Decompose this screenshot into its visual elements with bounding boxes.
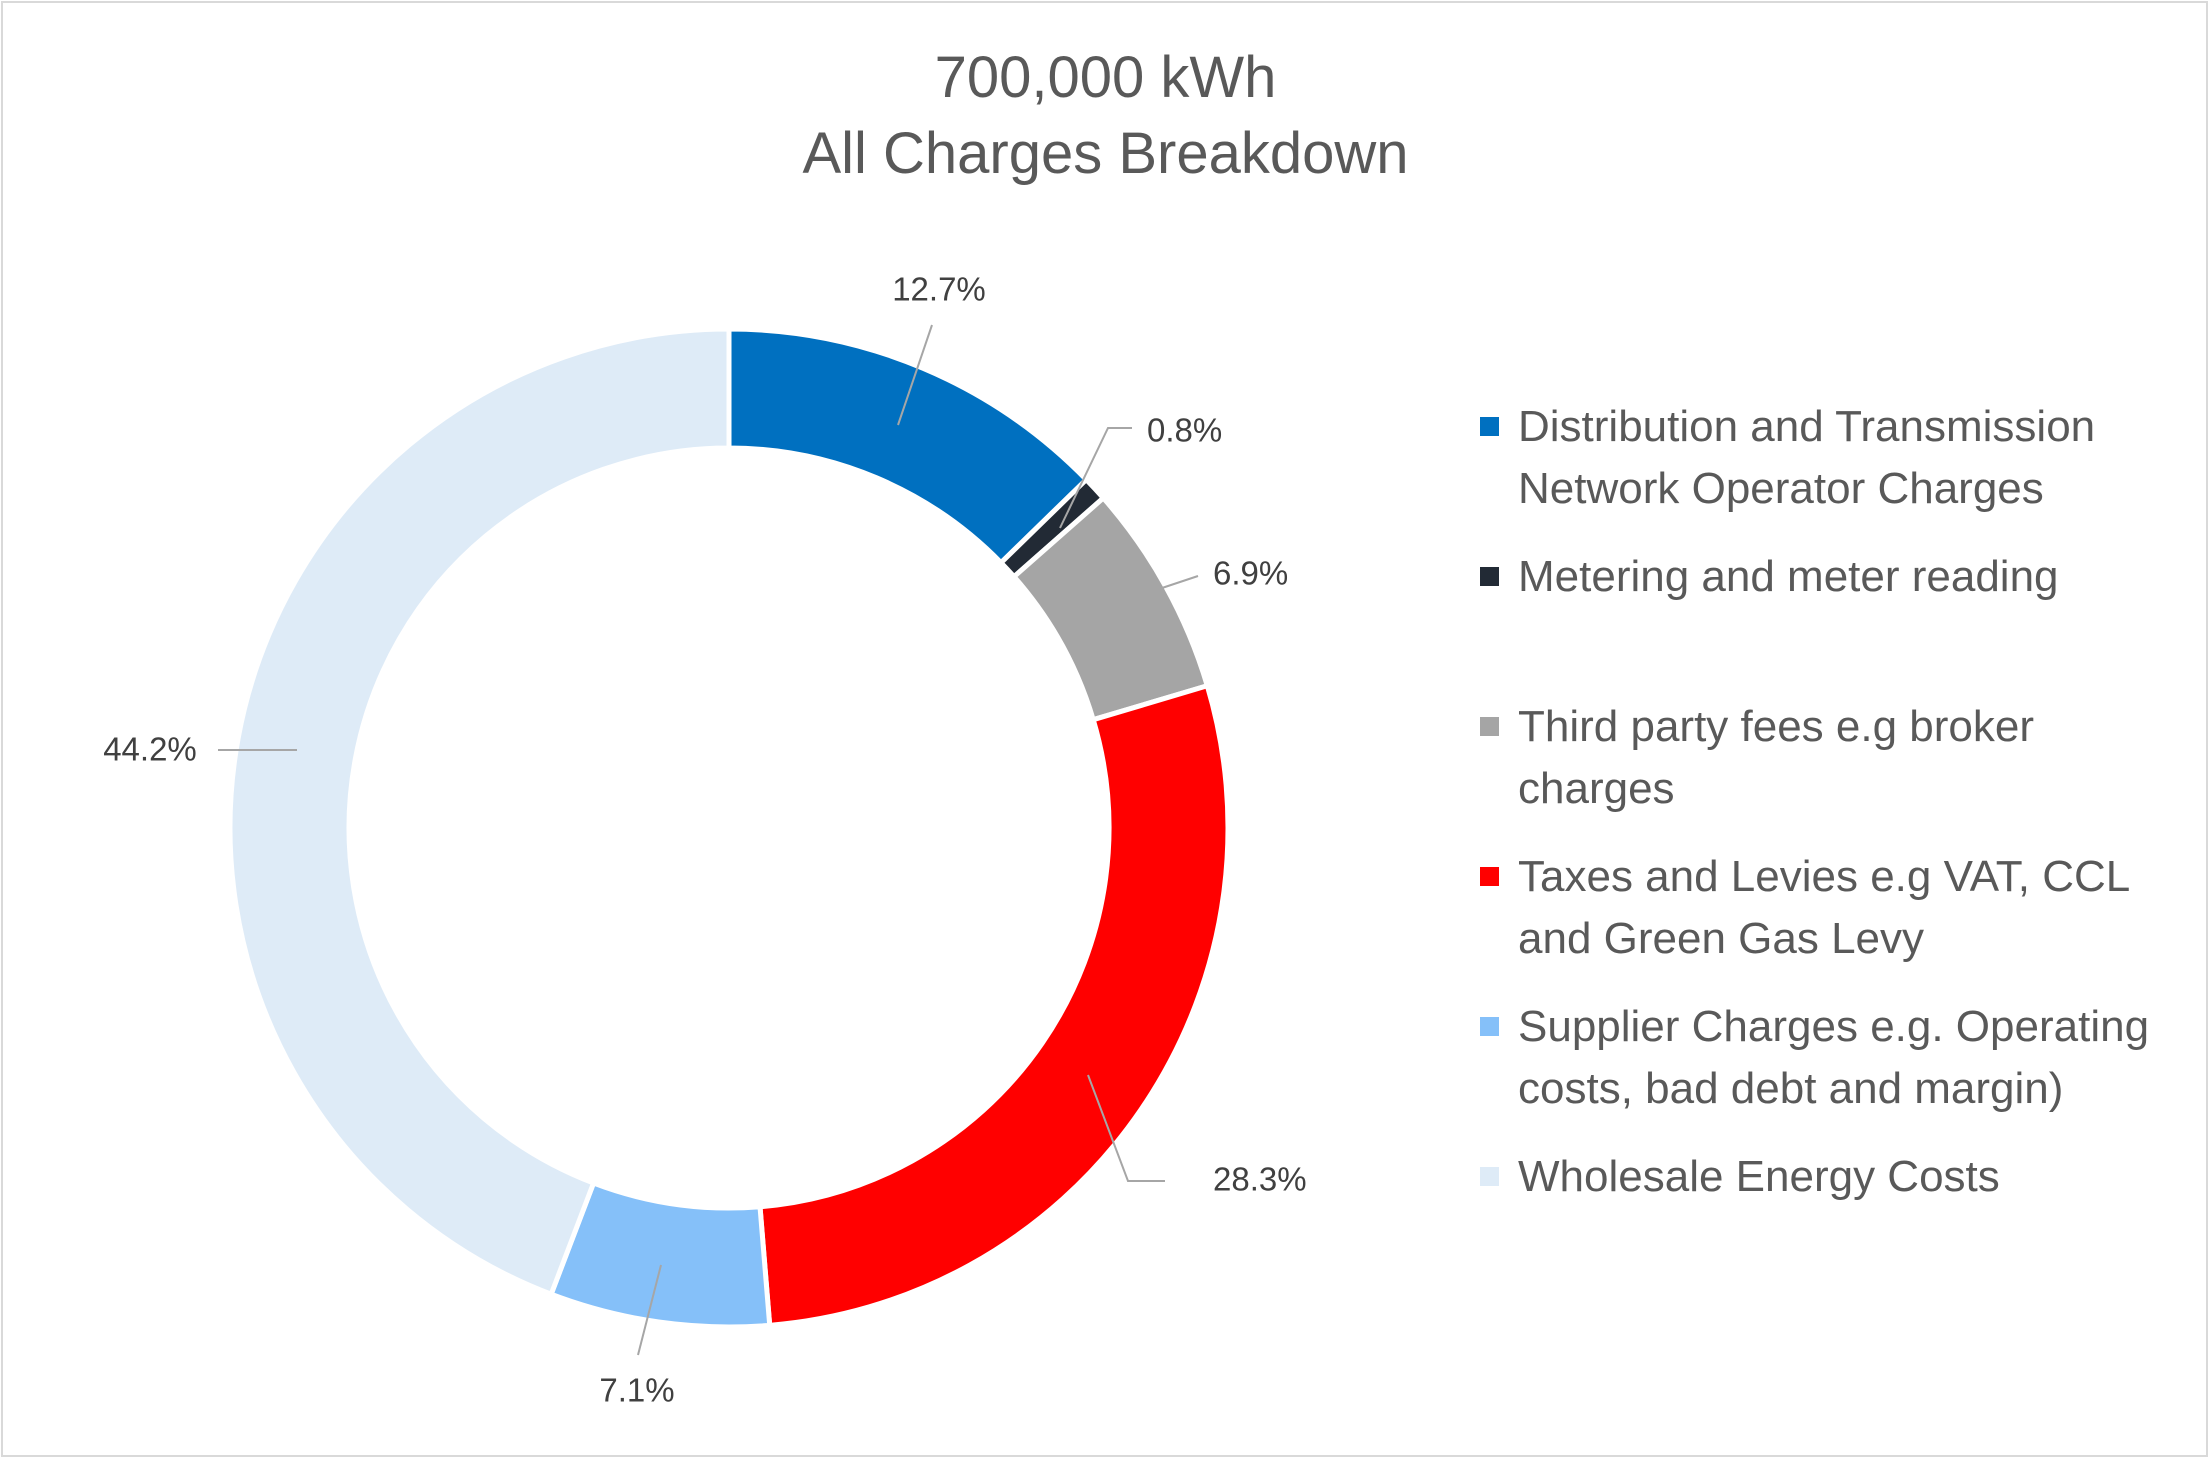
- legend-label: Supplier Charges e.g. Operating costs, b…: [1518, 1002, 2150, 1113]
- legend-swatch: [1480, 1167, 1499, 1186]
- leader-line-supplier-charges-e-g-operating-costs-bad-debt-and-margin: [637, 1264, 662, 1356]
- leader-line-distribution-and-transmission-network-operator-charges: [897, 324, 933, 426]
- legend-label: Third party fees e.g broker charges: [1518, 702, 2035, 813]
- slice-wholesale-energy-costs: [227, 326, 732, 1297]
- chart-title-line-1: 700,000 kWh: [934, 45, 1277, 110]
- legend-swatch: [1480, 1017, 1499, 1036]
- legend-swatch: [1480, 567, 1499, 586]
- chart-title-line-2: All Charges Breakdown: [802, 121, 1409, 186]
- data-label-third-party-fees-e-g-broker-charges: 6.9%: [1213, 555, 1288, 592]
- legend-swatch: [1480, 417, 1499, 436]
- data-label-metering-and-meter-reading: 0.8%: [1147, 412, 1222, 449]
- legend-label: Taxes and Levies e.g VAT, CCL and Green …: [1518, 852, 2129, 963]
- data-label-distribution-and-transmission-network-operator-charges: 12.7%: [892, 271, 986, 308]
- legend-label: Metering and meter reading: [1518, 552, 2059, 601]
- data-label-supplier-charges-e-g-operating-costs-bad-debt-and-margin: 7.1%: [599, 1372, 674, 1409]
- legend-label: Distribution and Transmission Network Op…: [1518, 402, 2096, 513]
- legend-label: Wholesale Energy Costs: [1518, 1152, 2000, 1201]
- data-label-wholesale-energy-costs: 44.2%: [103, 731, 197, 768]
- legend-swatch: [1480, 867, 1499, 886]
- leader-line-taxes-and-levies-e-g-vat-ccl-and-green-gas-levy: [1087, 1074, 1165, 1182]
- data-label-taxes-and-levies-e-g-vat-ccl-and-green-gas-levy: 28.3%: [1213, 1161, 1307, 1198]
- leader-line-metering-and-meter-reading: [1059, 427, 1132, 529]
- slice-distribution-and-transmission-network-operator-charges: [726, 326, 1089, 566]
- legend-swatch: [1480, 717, 1499, 736]
- slice-taxes-and-levies-e-g-vat-ccl-and-green-gas-levy: [757, 683, 1231, 1328]
- leader-line-third-party-fees-e-g-broker-charges: [1161, 575, 1199, 589]
